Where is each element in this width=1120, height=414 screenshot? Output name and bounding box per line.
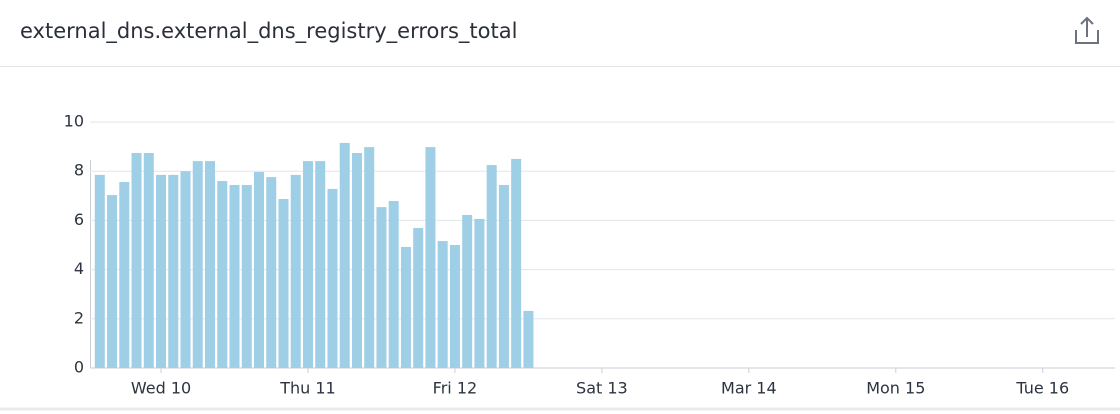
bar xyxy=(131,152,142,368)
bar xyxy=(241,184,252,368)
bar xyxy=(156,174,167,368)
bar xyxy=(388,200,399,368)
bar xyxy=(168,174,179,368)
bar xyxy=(498,184,509,368)
bar xyxy=(290,174,301,368)
bar xyxy=(217,181,228,368)
bar xyxy=(425,147,436,368)
y-tick-label: 10 xyxy=(64,112,84,131)
share-button[interactable] xyxy=(1075,16,1099,44)
bar xyxy=(474,218,485,368)
x-tick-label: Mon 15 xyxy=(866,379,925,398)
bar xyxy=(253,171,264,368)
share-icon-arrow xyxy=(1080,16,1094,37)
x-tick-label: Sat 13 xyxy=(576,379,628,398)
bar xyxy=(486,165,497,368)
bar xyxy=(339,142,350,368)
bar xyxy=(437,241,448,368)
bar xyxy=(107,195,118,368)
x-tick-label: Fri 12 xyxy=(433,379,478,398)
bar xyxy=(315,161,326,368)
bar xyxy=(462,214,473,368)
share-icon-tray xyxy=(1075,30,1099,44)
bar xyxy=(413,228,424,368)
bar xyxy=(400,246,411,368)
x-tick-label: Mar 14 xyxy=(721,379,777,398)
bar xyxy=(205,161,216,368)
bar xyxy=(449,245,460,368)
bar xyxy=(119,182,130,368)
widget-title: external_dns.external_dns_registry_error… xyxy=(20,19,517,44)
bar xyxy=(278,198,289,368)
y-tick-label: 2 xyxy=(74,308,84,327)
bar xyxy=(266,177,277,368)
bar xyxy=(376,207,387,368)
y-tick-label: 4 xyxy=(74,259,84,278)
bar xyxy=(327,188,338,368)
bar xyxy=(143,152,154,368)
bar xyxy=(302,161,313,368)
bar xyxy=(364,147,375,368)
y-tick-label: 0 xyxy=(74,358,84,377)
bar xyxy=(229,184,240,368)
x-tick-label: Thu 11 xyxy=(279,379,336,398)
bar xyxy=(180,171,191,368)
bar xyxy=(351,152,362,368)
x-tick-label: Tue 16 xyxy=(1015,379,1069,398)
bar xyxy=(523,310,534,368)
y-tick-label: 8 xyxy=(74,161,84,180)
bar xyxy=(192,161,203,368)
x-tick-label: Wed 10 xyxy=(131,379,191,398)
bar xyxy=(94,174,105,368)
bar xyxy=(511,158,522,368)
y-tick-label: 6 xyxy=(74,210,84,229)
